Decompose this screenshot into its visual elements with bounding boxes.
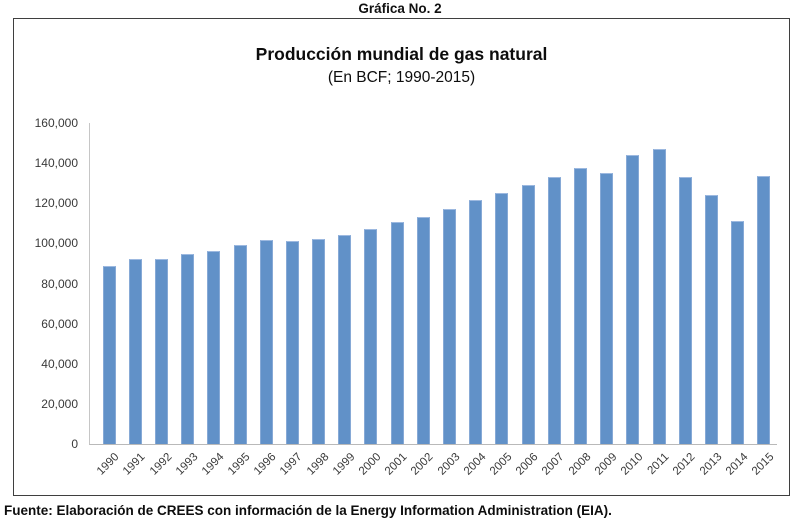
y-tick-label: 60,000 <box>41 316 78 331</box>
chart-title: Producción mundial de gas natural <box>255 44 548 64</box>
bar-2007 <box>547 177 561 444</box>
x-tick-label: 2006 <box>514 451 541 478</box>
x-tick-label: 2009 <box>592 451 620 478</box>
y-tick-label: 40,000 <box>41 356 78 371</box>
y-tick-label: 160,000 <box>34 116 78 130</box>
source-note: Fuente: Elaboración de CREES con informa… <box>4 503 612 518</box>
bar-2002 <box>416 217 430 444</box>
x-tick-label: 2012 <box>671 451 698 478</box>
bar-2006 <box>521 185 535 444</box>
chart-subtitle: (En BCF; 1990-2015) <box>327 69 476 86</box>
bar-1994 <box>207 251 221 444</box>
x-tick-label: 1995 <box>225 451 253 478</box>
x-tick-label: 2003 <box>435 451 463 478</box>
x-tick-label: 2008 <box>566 451 594 478</box>
x-tick-label: 1997 <box>278 451 305 478</box>
bar-1996 <box>259 240 273 444</box>
x-tick-label: 1996 <box>252 451 279 478</box>
bar-series <box>90 123 777 444</box>
bar-1990 <box>102 266 116 444</box>
y-tick-label: 100,000 <box>34 236 78 251</box>
x-tick-label: 2005 <box>487 451 515 478</box>
bar-2003 <box>443 209 457 444</box>
x-tick-label: 1999 <box>330 451 358 478</box>
x-tick-label: 1998 <box>304 451 332 478</box>
x-tick-label: 2002 <box>409 451 436 478</box>
x-tick-label: 1990 <box>94 451 122 478</box>
bar-2010 <box>626 155 640 444</box>
x-tick-label: 2014 <box>723 451 751 478</box>
x-tick-label: 2011 <box>645 451 672 477</box>
bar-2000 <box>364 229 378 444</box>
y-tick-label: 140,000 <box>34 156 78 171</box>
y-tick-label: 120,000 <box>34 196 78 211</box>
bar-2008 <box>573 168 587 444</box>
x-tick-label: 2007 <box>540 451 567 478</box>
bar-1998 <box>312 239 326 444</box>
x-tick-label: 2010 <box>618 451 646 478</box>
x-tick-label: 2004 <box>461 451 489 478</box>
bar-1992 <box>154 259 168 444</box>
x-tick-label: 1992 <box>147 451 174 478</box>
x-tick-label: 2000 <box>356 451 384 478</box>
bar-2014 <box>731 221 745 444</box>
bar-1991 <box>128 259 142 444</box>
bar-2013 <box>704 195 718 444</box>
bar-2011 <box>652 149 666 444</box>
bar-2015 <box>757 176 771 444</box>
bar-2001 <box>390 222 404 444</box>
x-tick-label: 2001 <box>383 451 410 478</box>
bar-2004 <box>469 200 483 444</box>
page-heading: Gráfica No. 2 <box>358 1 442 16</box>
bar-2009 <box>600 173 614 444</box>
x-tick-label: 1993 <box>173 451 201 478</box>
y-tick-label: 0 <box>71 437 78 451</box>
x-tick-label: 1994 <box>199 451 227 478</box>
bar-1999 <box>338 235 352 444</box>
y-tick-label: 80,000 <box>41 276 78 291</box>
x-tick-label: 2013 <box>697 451 724 478</box>
plot-area: 0 20,000 40,000 60,000 80,000 100,000 120,000 1… <box>35 116 777 478</box>
x-tick-label: 1991 <box>121 451 148 478</box>
bar-1993 <box>181 254 195 444</box>
bar-1997 <box>285 241 299 444</box>
bar-2005 <box>495 193 509 444</box>
bar-2012 <box>678 177 692 444</box>
x-tick-label: 2015 <box>749 451 777 478</box>
y-tick-label: 20,000 <box>41 396 78 411</box>
bar-1995 <box>233 245 247 444</box>
chart-frame: Producción mundial de gas natural (En BC… <box>13 18 790 496</box>
